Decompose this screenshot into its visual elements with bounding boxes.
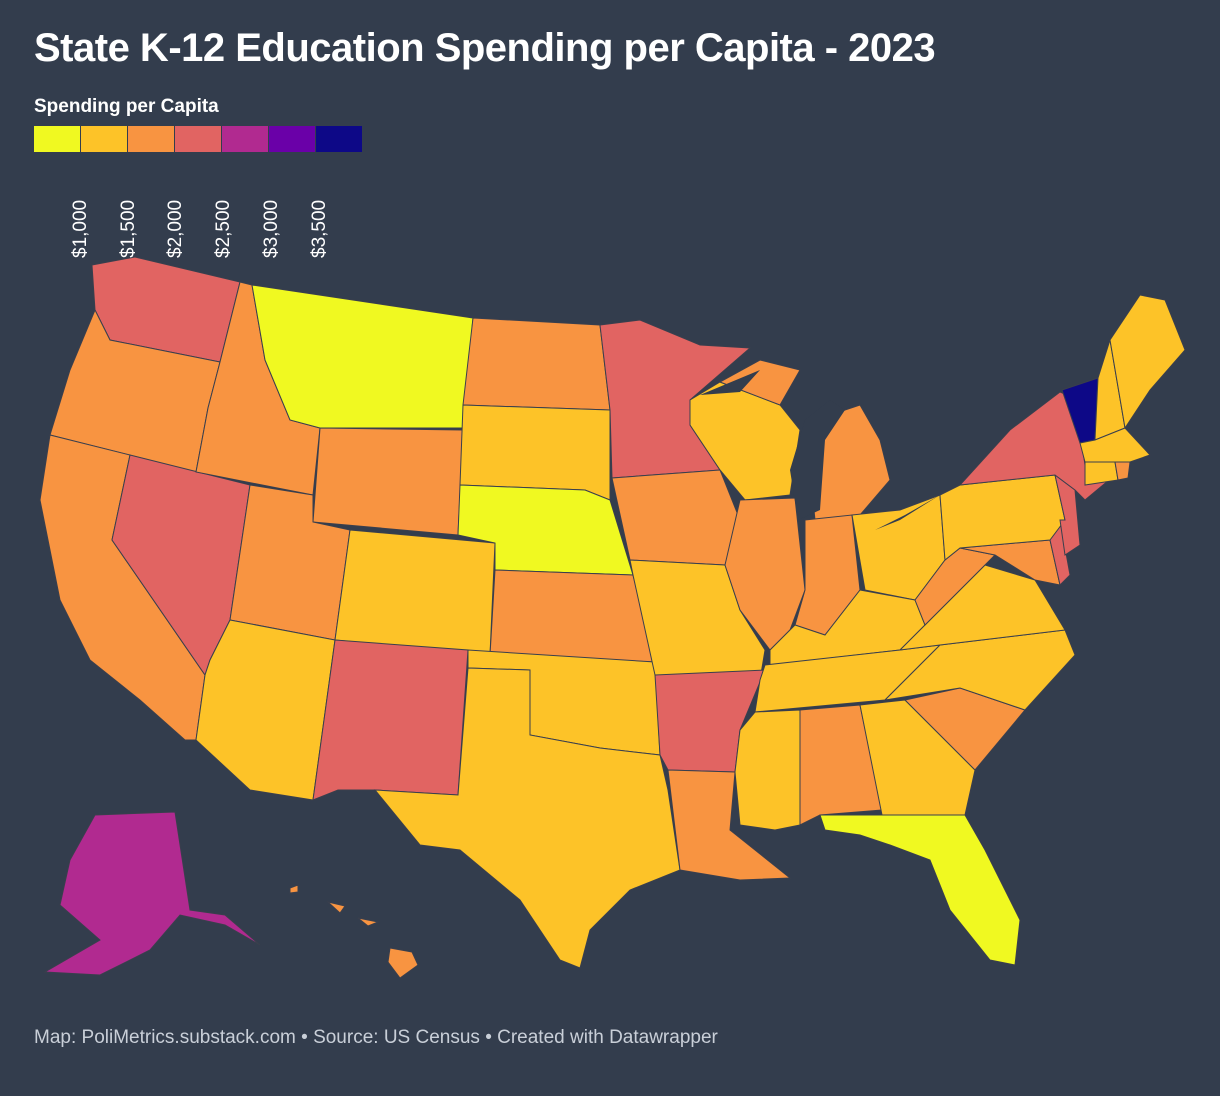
state-fl[interactable] — [819, 814, 1021, 966]
state-ri[interactable] — [1114, 461, 1131, 481]
state-nm[interactable] — [312, 639, 469, 801]
state-ms[interactable] — [734, 709, 801, 831]
legend-swatch — [34, 126, 81, 152]
state-ak[interactable] — [43, 811, 261, 976]
legend-swatch — [128, 126, 175, 152]
legend-swatch — [269, 126, 316, 152]
legend-bar — [34, 126, 363, 152]
footer-credits: Map: PoliMetrics.substack.com • Source: … — [34, 1027, 718, 1048]
state-mt[interactable] — [251, 284, 474, 429]
legend-swatch — [81, 126, 128, 152]
state-al[interactable] — [799, 704, 883, 826]
state-az[interactable] — [195, 619, 336, 801]
legend-swatch — [316, 126, 363, 152]
state-ia[interactable] — [611, 469, 741, 566]
map-title: State K-12 Education Spending per Capita… — [34, 26, 936, 70]
legend-swatch — [222, 126, 269, 152]
state-tx[interactable] — [373, 667, 681, 969]
state-ga[interactable] — [859, 699, 976, 816]
legend-swatch — [175, 126, 222, 152]
state-wy[interactable] — [312, 427, 464, 536]
state-nd[interactable] — [462, 317, 611, 411]
great-lakes — [700, 370, 940, 530]
state-ct[interactable] — [1084, 461, 1119, 486]
state-co[interactable] — [334, 529, 496, 656]
legend-title: Spending per Capita — [34, 96, 219, 117]
state-ks[interactable] — [489, 569, 656, 663]
state-me[interactable] — [1109, 294, 1186, 430]
state-hi[interactable] — [289, 884, 419, 979]
legend: Spending per Capita $1,000 $1,500 $2,000… — [34, 96, 363, 262]
